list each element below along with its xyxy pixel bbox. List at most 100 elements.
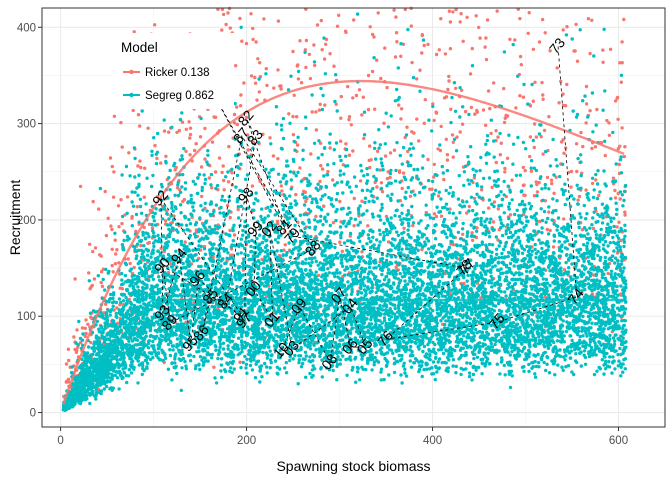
data-point [89,340,93,345]
data-point [128,261,132,266]
data-point [454,364,458,369]
data-point [618,346,622,351]
data-point [530,287,534,291]
data-point [478,253,482,257]
data-point [260,327,265,331]
data-point [159,333,163,338]
data-point [283,213,287,217]
data-point [346,280,350,284]
data-point [66,380,71,384]
data-point [159,161,163,165]
data-point [239,339,244,343]
data-point [450,133,455,137]
data-point [433,237,438,241]
data-point [471,167,475,171]
data-point [253,75,257,80]
data-point [529,184,533,188]
data-point [265,356,269,360]
data-point [300,361,305,366]
data-point [351,96,355,100]
data-point [329,265,333,269]
data-point [535,190,540,194]
data-point [481,108,486,112]
data-point [75,328,79,332]
data-point [488,220,492,225]
data-point [258,61,262,65]
data-point [249,12,253,16]
data-point [110,164,115,169]
data-point [153,23,157,27]
data-point [250,368,255,372]
data-point [518,173,522,177]
data-point [418,68,422,72]
data-point [142,244,146,248]
data-point [461,232,465,236]
data-point [575,59,580,63]
data-point [382,121,386,125]
data-point [152,219,156,223]
data-point [569,185,573,189]
data-point [461,200,465,204]
data-point [501,247,506,252]
data-point [338,173,342,177]
data-point [459,12,463,16]
data-point [481,210,486,215]
data-point [537,219,542,224]
data-point [269,333,273,337]
data-point [495,9,499,13]
data-point [588,109,592,113]
data-point [474,368,478,372]
data-point [349,216,353,221]
data-point [392,8,396,12]
data-point [622,17,626,22]
data-point [499,141,503,145]
data-point [232,291,236,296]
data-point [361,244,365,249]
data-point [326,212,330,216]
data-point [118,286,122,290]
data-point [239,93,243,97]
data-point [139,238,144,243]
data-point [454,86,458,91]
data-point [590,146,594,151]
data-point [602,272,606,276]
data-point [553,354,558,359]
data-point [551,245,556,249]
data-point [467,371,472,375]
data-point [115,306,119,310]
data-point [619,238,623,243]
data-point [310,110,314,114]
data-point [410,130,414,134]
data-point [527,11,531,15]
data-point [99,280,103,285]
data-point [188,153,192,157]
data-point [319,313,324,317]
data-point [431,216,436,221]
data-point [399,54,403,58]
data-point [161,217,165,221]
data-point [421,38,426,42]
data-point [537,365,541,369]
data-point [465,15,469,19]
data-point [470,63,475,68]
data-point [487,198,492,202]
data-point [123,273,128,278]
data-point [395,140,399,145]
data-point [319,18,323,23]
data-point [111,270,115,274]
data-point [91,249,95,254]
data-point [335,362,340,367]
data-point [171,227,175,231]
data-point [609,216,613,220]
data-point [362,110,367,114]
data-point [331,178,335,182]
data-point [357,88,362,92]
data-point [91,199,95,204]
data-point [257,174,261,179]
data-point [370,32,375,37]
data-point [347,153,352,157]
data-point [613,99,618,103]
data-point [422,121,426,126]
data-point [470,231,474,235]
